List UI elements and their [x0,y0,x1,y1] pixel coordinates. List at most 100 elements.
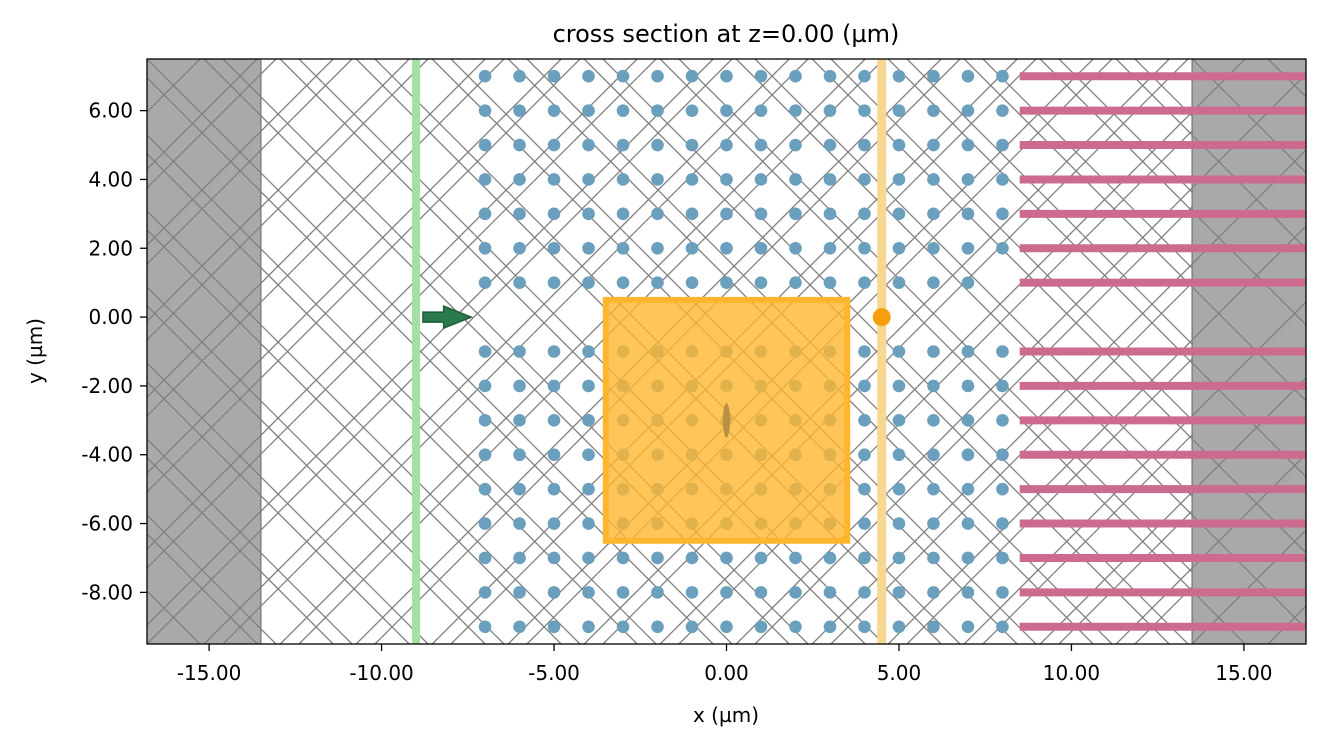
y-tick-label: 0.00 [88,305,133,329]
hatch-line [147,59,714,627]
rod-marker [754,138,768,152]
rod-marker [823,551,837,565]
rod-marker [547,104,561,117]
rod-marker [823,104,837,117]
rod-marker [513,207,526,221]
rod-marker [996,551,1009,565]
hatch-line [1115,453,1306,644]
rod-marker [892,517,906,530]
rod-marker [582,69,595,83]
x-tick-label: -5.00 [528,661,580,685]
rod-marker [823,69,837,83]
rod-marker [582,379,595,393]
rod-marker [616,138,630,152]
rod-marker [651,138,664,152]
rod-marker [478,620,492,634]
rod-marker [996,69,1009,83]
rod-marker [582,551,595,565]
rod-marker [789,241,802,255]
rod-marker [547,241,561,255]
rod-marker [892,276,906,289]
rod-marker [789,69,802,83]
rod-marker [685,620,699,634]
rod-marker [858,345,871,358]
x-tick-label: 0.00 [704,661,749,685]
rod-marker [513,173,526,186]
rod-marker [858,586,871,599]
rod-marker [789,104,802,117]
rod-marker [478,379,492,393]
rod-marker [927,379,940,393]
rod-marker [892,241,906,255]
rod-marker [892,551,906,565]
rod-marker [651,207,664,221]
rod-marker [858,620,871,634]
rod-marker [927,448,940,462]
rod-marker [547,620,561,634]
rod-marker [961,586,975,599]
rod-marker [996,620,1009,634]
dipole-source-marker [723,403,730,438]
rod-marker [513,620,526,634]
rod-marker [927,104,940,117]
rod-marker [478,69,492,83]
rod-marker [616,620,630,634]
rod-marker [685,276,699,289]
hatch-line [147,532,258,644]
rod-marker [996,482,1009,496]
rod-marker [478,276,492,289]
rod-marker [858,517,871,530]
rod-marker [616,69,630,83]
rod-marker [547,482,561,496]
rod-marker [547,138,561,152]
rod-marker [582,482,595,496]
rod-marker [582,173,595,186]
rod-marker [789,620,802,634]
rod-marker [823,173,837,186]
hatch-line [147,438,353,644]
rod-marker [582,138,595,152]
rod-marker [996,414,1009,427]
rod-marker [720,173,733,186]
rod-marker [616,104,630,117]
rod-marker [478,517,492,530]
rod-marker [996,104,1009,117]
rod-marker [720,276,733,289]
rod-marker [513,517,526,530]
rod-marker [616,241,630,255]
hatch-line [203,59,790,644]
rod-marker [961,69,975,83]
rod-marker [478,414,492,427]
rod-marker [582,104,595,117]
rod-marker [582,241,595,255]
rod-marker [685,104,699,117]
rod-marker [892,414,906,427]
rod-marker [996,517,1009,530]
rod-marker [754,173,768,186]
rod-marker [996,379,1009,393]
rod-marker [892,138,906,152]
rod-marker [927,345,940,358]
rod-marker [858,69,871,83]
rod-marker [478,104,492,117]
rod-marker [754,551,768,565]
x-tick-label: -15.00 [177,661,241,685]
rod-marker [651,69,664,83]
rod-marker [513,69,526,83]
hatch-line [583,59,1170,644]
rod-marker [651,620,664,634]
hatch-line [1058,59,1306,307]
rod-marker [823,138,837,152]
rod-marker [582,586,595,599]
hatch-line [1039,377,1306,644]
x-tick-label: 5.00 [877,661,922,685]
rod-marker [547,69,561,83]
rod-marker [927,517,940,530]
rod-marker [513,345,526,358]
rod-marker [478,207,492,221]
rod-marker [961,241,975,255]
hatch-line [147,59,429,341]
rod-marker [547,345,561,358]
rod-marker [651,586,664,599]
